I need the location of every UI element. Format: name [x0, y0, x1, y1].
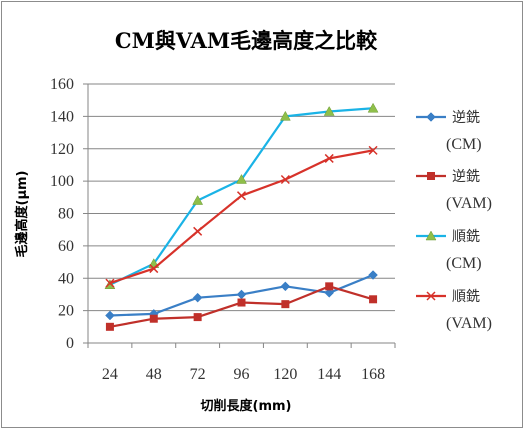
x-axis-ticks: 24 48 72 96 120 144 168	[87, 343, 396, 383]
data-point	[105, 278, 115, 288]
data-point	[236, 173, 247, 184]
y-tick-label: 40	[58, 270, 74, 287]
legend-item: 逆銑 (CM)	[416, 109, 482, 153]
data-point	[149, 264, 159, 274]
legend-sublabel: (CM)	[446, 255, 482, 272]
legend-sublabel: (VAM)	[446, 315, 492, 332]
data-point	[149, 314, 158, 323]
y-tick-label: 100	[50, 173, 74, 190]
y-axis-label: 毛邊高度(μm)	[14, 171, 30, 258]
x-tick-label: 168	[361, 366, 385, 383]
x-tick-label: 96	[234, 366, 250, 383]
data-point	[192, 292, 203, 303]
data-point	[324, 287, 335, 298]
legend-item: 逆銑 (VAM)	[416, 168, 492, 212]
legend-swatch-marker	[427, 172, 435, 180]
legend-item: 順銑 (CM)	[416, 228, 482, 272]
data-point	[368, 145, 378, 155]
data-point	[279, 110, 291, 121]
data-point	[237, 298, 246, 307]
data-point	[324, 153, 334, 163]
data-point	[193, 226, 203, 236]
data-point	[369, 295, 378, 304]
x-tick-label: 72	[190, 366, 206, 383]
data-point	[193, 313, 202, 322]
data-point	[105, 310, 115, 321]
series-line	[109, 149, 374, 285]
legend-swatch-marker	[425, 230, 437, 241]
data-point	[368, 270, 378, 280]
series-2	[105, 282, 378, 331]
legend-swatch-marker	[426, 291, 436, 301]
data-point	[192, 195, 204, 205]
y-tick-label: 160	[50, 76, 74, 93]
data-point	[323, 106, 335, 116]
data-point	[367, 102, 379, 113]
data-point	[281, 300, 290, 309]
x-tick-label: 24	[102, 366, 118, 383]
series-1	[105, 270, 378, 321]
legend-label: 逆銑	[452, 168, 480, 185]
data-point	[280, 174, 290, 185]
y-tick-label: 140	[50, 108, 74, 125]
y-tick-label: 0	[66, 335, 74, 352]
series-group	[104, 102, 379, 331]
x-axis-label: 切削長度(mm)	[201, 398, 292, 414]
y-tick-label: 80	[58, 206, 74, 223]
legend-sublabel: (CM)	[446, 136, 482, 153]
y-tick-label: 20	[58, 303, 74, 320]
legend-label: 順銑	[452, 228, 480, 245]
y-axis-ticks: 0 20 40 60 80 100 120 140 160	[50, 76, 88, 352]
legend: 逆銑 (CM) 逆銑 (VAM) 順銑 (CM) 順銑 (VAM)	[416, 109, 492, 332]
legend-sublabel: (VAM)	[446, 195, 492, 212]
chart-title: CM與VAM毛邊高度之比較	[115, 28, 378, 53]
legend-label: 逆銑	[452, 109, 480, 126]
x-tick-label: 120	[273, 366, 297, 383]
y-tick-label: 60	[58, 238, 74, 255]
data-point	[280, 281, 291, 292]
data-point	[236, 191, 247, 201]
grid	[88, 83, 395, 312]
data-point	[325, 282, 334, 291]
series-4	[105, 145, 378, 288]
y-tick-label: 120	[50, 141, 74, 158]
data-point	[236, 289, 247, 300]
x-tick-label: 144	[317, 366, 341, 383]
legend-item: 順銑 (VAM)	[416, 288, 492, 332]
data-point	[105, 322, 114, 331]
legend-swatch-marker	[426, 112, 436, 122]
series-3	[104, 102, 379, 289]
x-tick-label: 48	[146, 366, 162, 383]
legend-label: 順銑	[452, 288, 480, 305]
